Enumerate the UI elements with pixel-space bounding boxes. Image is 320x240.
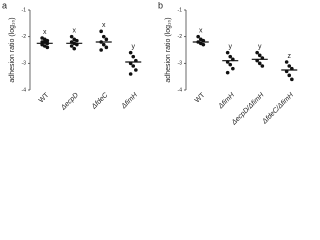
data-point xyxy=(228,62,233,67)
data-point xyxy=(45,45,50,50)
data-point xyxy=(99,48,103,52)
y-tick-label: -2 xyxy=(22,34,27,40)
significance-letter: x xyxy=(73,28,77,35)
data-point xyxy=(255,50,259,55)
data-point xyxy=(72,46,77,51)
data-point xyxy=(99,29,103,34)
data-point xyxy=(104,45,109,50)
x-tick-label: WT xyxy=(38,91,51,104)
y-tick-label: -1 xyxy=(178,7,183,13)
y-tick-label: -4 xyxy=(178,87,183,93)
x-tick-label: ΔfimH xyxy=(120,91,140,111)
data-point xyxy=(201,42,206,47)
data-point xyxy=(257,61,262,66)
panel-label: b xyxy=(158,0,163,10)
y-axis-label: adhesion ratio (log₁₀) xyxy=(165,17,172,82)
significance-letter: y xyxy=(229,44,233,51)
y-tick-label: -2 xyxy=(178,34,183,40)
data-point xyxy=(69,34,74,39)
significance-letter: y xyxy=(132,44,136,51)
data-point xyxy=(131,54,136,59)
data-point xyxy=(225,50,230,55)
significance-letter: y xyxy=(258,44,262,51)
data-point xyxy=(225,70,230,75)
y-axis-label: adhesion ratio (log₁₀) xyxy=(9,17,16,82)
y-tick-label: -4 xyxy=(22,87,27,93)
data-point xyxy=(228,54,233,59)
data-point xyxy=(257,53,262,58)
data-point xyxy=(69,44,74,48)
data-point xyxy=(287,64,292,68)
y-tick-label: -1 xyxy=(22,7,27,13)
panel-label: a xyxy=(2,0,7,10)
data-point xyxy=(104,37,109,42)
data-point xyxy=(260,64,265,68)
data-point xyxy=(75,38,79,43)
data-point xyxy=(101,34,106,39)
x-tick-label: ΔecpD xyxy=(59,92,80,113)
significance-letter: z xyxy=(288,53,292,60)
data-point xyxy=(284,60,289,64)
x-tick-label: ΔfdeC xyxy=(90,91,110,111)
x-tick-label: ΔfimH xyxy=(217,91,237,111)
y-tick-label: -3 xyxy=(178,61,183,67)
significance-letter: x xyxy=(199,28,203,35)
data-point xyxy=(128,72,133,76)
data-point xyxy=(231,66,235,71)
data-point xyxy=(287,73,292,78)
data-point xyxy=(131,64,136,68)
data-point xyxy=(134,68,138,72)
y-tick-label: -3 xyxy=(22,61,27,67)
data-point xyxy=(196,34,200,39)
x-tick-label: ΔfdeC/ΔfimH xyxy=(261,91,296,126)
data-point xyxy=(101,42,106,47)
data-point xyxy=(128,50,133,55)
data-point xyxy=(290,77,294,82)
significance-letter: x xyxy=(102,22,106,29)
x-tick-label: WT xyxy=(194,91,207,104)
significance-letter: x xyxy=(43,29,47,36)
